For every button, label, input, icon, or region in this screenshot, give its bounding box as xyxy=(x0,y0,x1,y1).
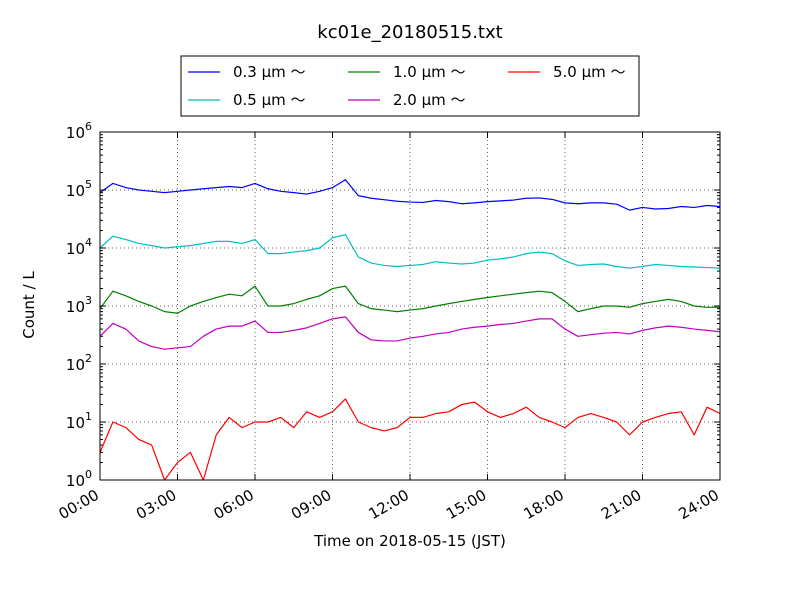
y-tick-label: 104 xyxy=(66,236,92,258)
y-tick-label: 101 xyxy=(66,410,92,432)
y-tick-base: 10 xyxy=(66,356,85,374)
y-tick-exponent: 6 xyxy=(85,120,92,133)
y-tick-base: 10 xyxy=(66,240,85,258)
y-tick-label: 105 xyxy=(66,178,92,200)
legend-label-1: 0.5 μm ～ xyxy=(233,91,306,109)
series-line-4 xyxy=(100,398,720,480)
y-tick-base: 10 xyxy=(66,124,85,142)
y-tick-exponent: 5 xyxy=(85,178,92,191)
legend-label-4: 5.0 μm ～ xyxy=(553,63,626,81)
y-tick-base: 10 xyxy=(66,298,85,316)
chart-title: kc01e_20180515.txt xyxy=(317,22,502,43)
series-line-2 xyxy=(100,285,720,314)
legend: 0.3 μm ～ 1.0 μm ～ 5.0 μm ～ 0.5 μm ～ 2.0 μm ～ xyxy=(180,55,640,117)
legend-label-0: 0.3 μm ～ xyxy=(233,63,306,81)
y-tick-exponent: 4 xyxy=(85,236,92,249)
legend-label-3: 2.0 μm ～ xyxy=(393,91,466,109)
y-tick-exponent: 0 xyxy=(85,468,92,481)
y-tick-label: 106 xyxy=(66,120,92,142)
legend-box xyxy=(180,55,640,117)
y-tick-base: 10 xyxy=(66,472,85,490)
series-line-0 xyxy=(100,179,720,211)
y-tick-label: 100 xyxy=(66,468,92,490)
y-tick-exponent: 1 xyxy=(85,410,92,423)
y-tick-label: 103 xyxy=(66,294,92,316)
series-line-3 xyxy=(100,316,720,350)
legend-label-2: 1.0 μm ～ xyxy=(393,63,466,81)
y-tick-exponent: 3 xyxy=(85,294,92,307)
y-tick-base: 10 xyxy=(66,182,85,200)
y-tick-exponent: 2 xyxy=(85,352,92,365)
x-axis-label: Time on 2018-05-15 (JST) xyxy=(313,532,506,550)
y-tick-base: 10 xyxy=(66,414,85,432)
y-axis-label: Count / L xyxy=(20,271,38,339)
series-line-1 xyxy=(100,234,720,269)
y-tick-label: 102 xyxy=(66,352,92,374)
